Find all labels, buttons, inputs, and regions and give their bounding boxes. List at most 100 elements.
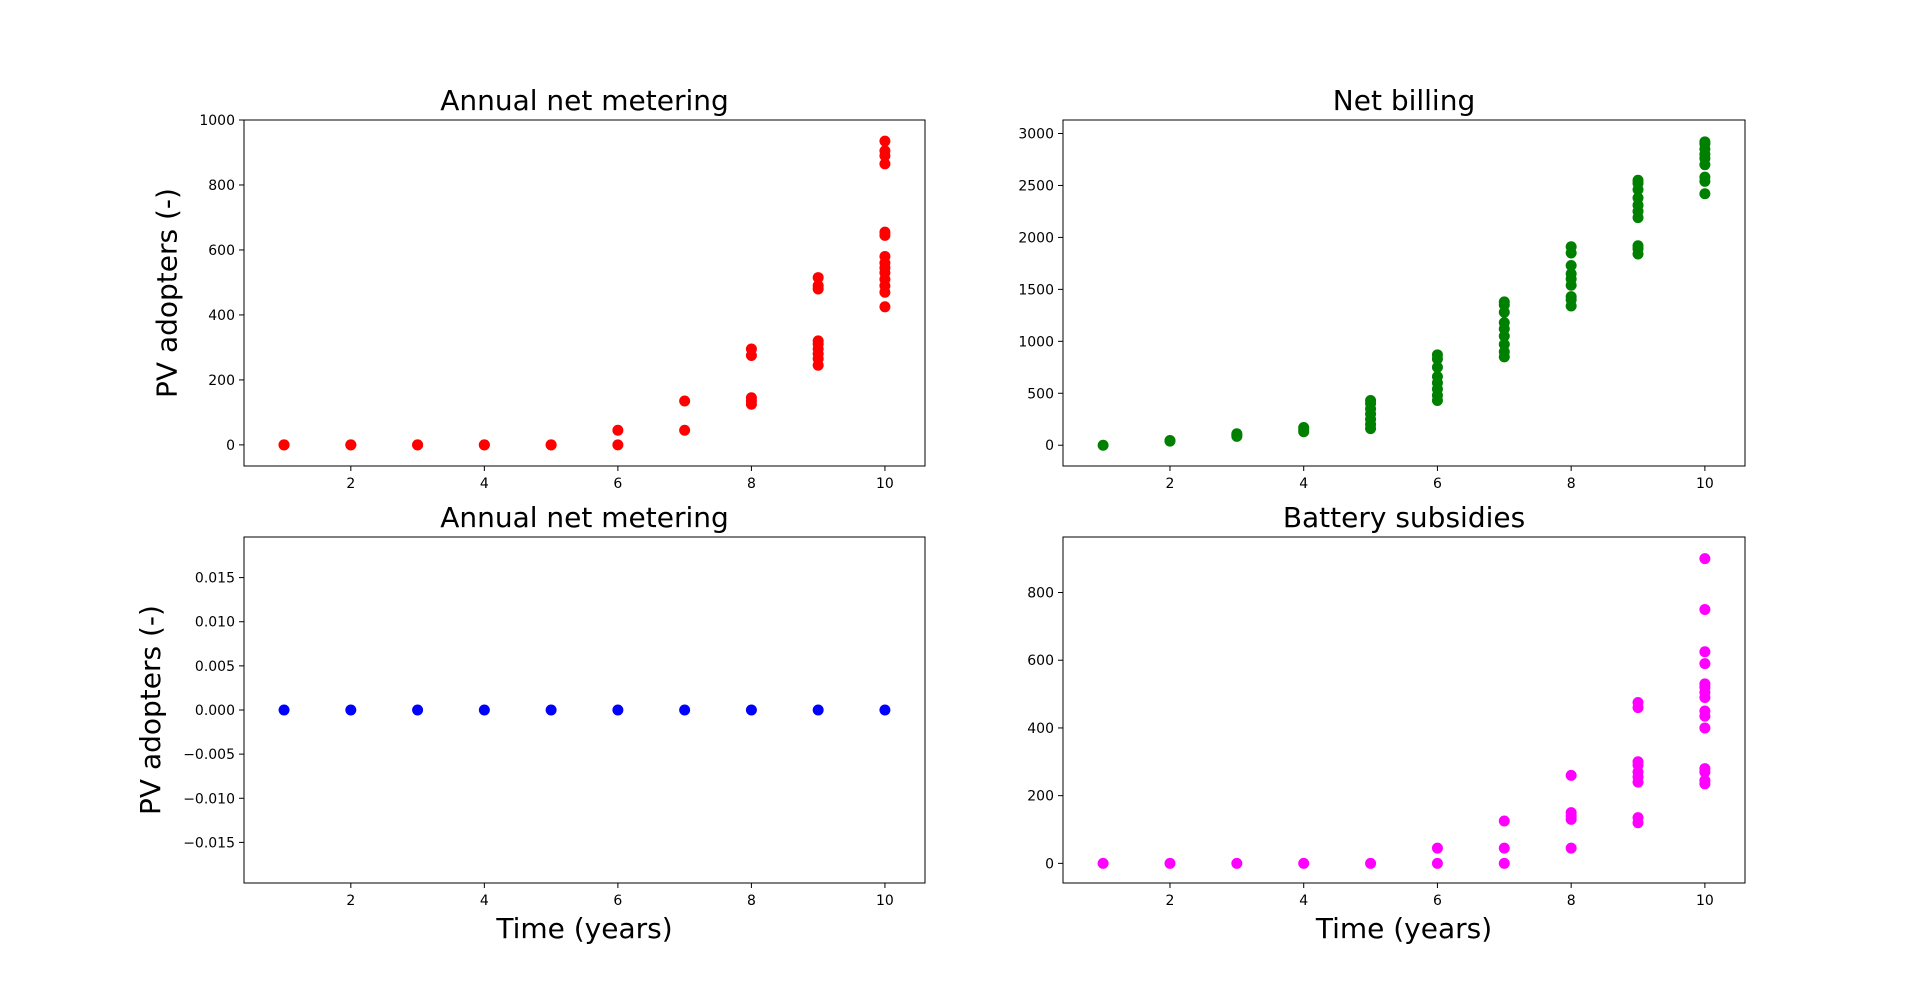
point [679, 704, 691, 716]
point [1699, 658, 1711, 670]
y-axis-label: PV adopters (-) [150, 188, 183, 398]
x-tick-label: 4 [1299, 476, 1308, 492]
y-tick-label: 400 [1027, 721, 1054, 737]
y-tick-label: 500 [1027, 386, 1054, 402]
x-tick-label: 8 [747, 893, 756, 909]
y-tick-label: 600 [208, 243, 235, 259]
x-tick-label: 2 [346, 893, 355, 909]
point [1699, 171, 1711, 183]
point [1699, 763, 1711, 775]
point [1431, 842, 1443, 854]
point [879, 250, 891, 262]
point [1498, 842, 1510, 854]
point [1365, 395, 1377, 407]
point [1365, 857, 1377, 869]
point [1565, 769, 1577, 781]
point [879, 145, 891, 157]
subplot-title: Annual net metering [440, 501, 729, 534]
point [1699, 722, 1711, 734]
y-tick-label: 200 [1027, 789, 1054, 805]
x-tick-label: 10 [876, 476, 894, 492]
y-tick-label: 0.005 [195, 659, 235, 675]
subplot: Net billing 2 4 6 8 10 0 500 1000 1500 2000 2500 300… [1018, 84, 1746, 492]
x-tick-label: 6 [1433, 893, 1442, 909]
point [1632, 192, 1644, 204]
point [1097, 857, 1109, 869]
subplot: Battery subsidies 2 4 6 8 10 0 200 400 600 800 Time… [1027, 501, 1746, 945]
x-tick-label: 4 [480, 476, 489, 492]
y-tick-label: 0 [1045, 438, 1054, 454]
y-tick-label: 0.010 [195, 615, 235, 631]
point [1632, 812, 1644, 824]
point [1565, 842, 1577, 854]
y-tick-label: 600 [1027, 653, 1054, 669]
point [745, 392, 757, 404]
point [1699, 553, 1711, 565]
x-tick-label: 10 [1696, 476, 1714, 492]
point [478, 704, 490, 716]
point [1632, 697, 1644, 709]
x-tick-label: 6 [1433, 476, 1442, 492]
point [478, 439, 490, 451]
point [879, 226, 891, 238]
y-tick-label: 1000 [1018, 334, 1054, 350]
point [1565, 241, 1577, 253]
point [1164, 857, 1176, 869]
point [1498, 317, 1510, 329]
x-tick-label: 8 [747, 476, 756, 492]
x-tick-label: 8 [1567, 476, 1576, 492]
point [1498, 857, 1510, 869]
point [1699, 678, 1711, 690]
point [679, 424, 691, 436]
y-tick-label: −0.005 [183, 747, 235, 763]
subplot-title: Net billing [1333, 84, 1475, 117]
point [612, 424, 624, 436]
point [812, 280, 824, 292]
subplot: Annual net metering 2 4 6 8 10 −0.015 −0.010 −0.… [134, 501, 926, 945]
point [1699, 646, 1711, 658]
point [1632, 174, 1644, 186]
point [879, 301, 891, 313]
point [812, 704, 824, 716]
x-axis-label: Time (years) [495, 912, 672, 945]
y-tick-label: 3000 [1018, 127, 1054, 143]
point [612, 439, 624, 451]
point [1498, 338, 1510, 350]
x-tick-label: 8 [1567, 893, 1576, 909]
point [545, 704, 557, 716]
point [1565, 807, 1577, 819]
point [1231, 857, 1243, 869]
point [345, 439, 357, 451]
point [1498, 296, 1510, 308]
y-tick-label: 1500 [1018, 282, 1054, 298]
point [1431, 361, 1443, 373]
y-tick-label: 800 [208, 178, 235, 194]
point [612, 704, 624, 716]
point [1699, 188, 1711, 200]
point [278, 439, 290, 451]
point [745, 704, 757, 716]
point [412, 704, 424, 716]
y-tick-label: 800 [1027, 586, 1054, 602]
point [1565, 268, 1577, 280]
x-tick-label: 2 [346, 476, 355, 492]
point [345, 704, 357, 716]
point [1298, 857, 1310, 869]
x-tick-label: 4 [1299, 893, 1308, 909]
x-tick-label: 2 [1166, 893, 1175, 909]
point [1699, 705, 1711, 717]
point [1699, 774, 1711, 786]
point [1431, 371, 1443, 383]
point [812, 272, 824, 284]
point [545, 439, 557, 451]
point [1498, 815, 1510, 827]
point [278, 704, 290, 716]
x-tick-label: 6 [613, 476, 622, 492]
y-tick-label: 0 [226, 438, 235, 454]
point [879, 704, 891, 716]
point [1298, 422, 1310, 434]
point [679, 395, 691, 407]
point [1565, 259, 1577, 271]
y-tick-label: 0.000 [195, 703, 235, 719]
